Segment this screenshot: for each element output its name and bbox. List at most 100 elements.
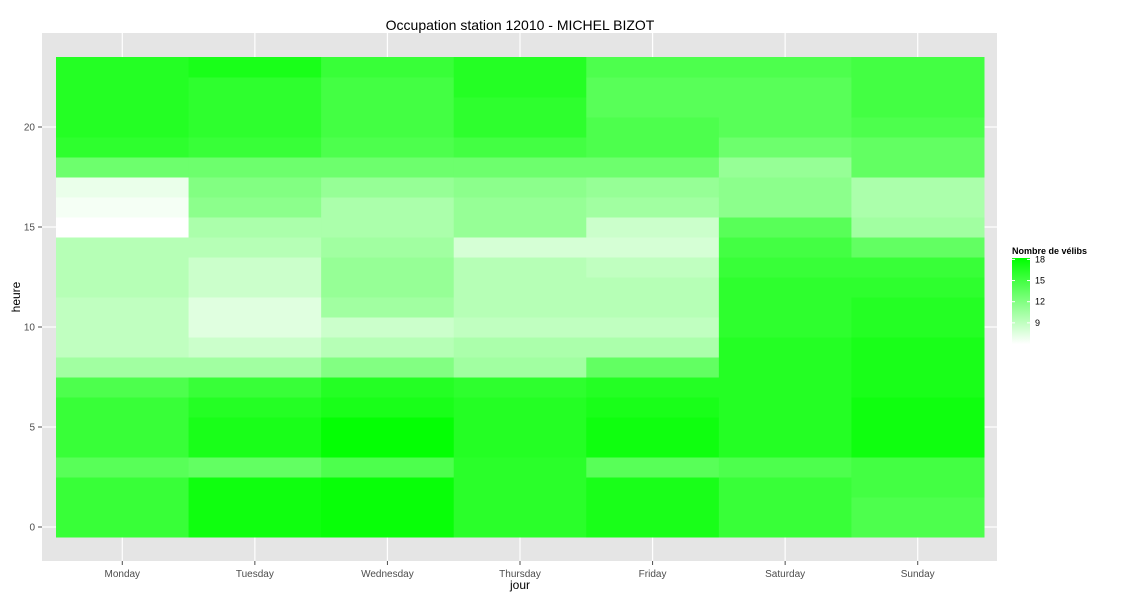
heatmap-cell — [188, 177, 322, 198]
heatmap-cell — [321, 417, 455, 438]
legend-tick-label: 12 — [1035, 297, 1045, 307]
heatmap-cell — [188, 457, 322, 478]
heatmap-cell — [188, 377, 322, 398]
heatmap-cell — [321, 377, 455, 398]
heatmap-cell — [321, 297, 455, 318]
heatmap-cell — [586, 77, 720, 98]
heatmap-cell — [851, 417, 985, 438]
heatmap-cell — [851, 517, 985, 538]
heatmap-cell — [851, 197, 985, 218]
heatmap-cell — [718, 457, 852, 478]
heatmap-cell — [586, 457, 720, 478]
heatmap-cell — [851, 457, 985, 478]
heatmap-cell — [56, 357, 190, 378]
heatmap-cell — [321, 337, 455, 358]
heatmap-cell — [586, 357, 720, 378]
heatmap-cell — [56, 157, 190, 178]
heatmap-cell — [851, 177, 985, 198]
legend-ticks: 9 12 15 18 — [1012, 254, 1045, 328]
heatmap-cell — [586, 157, 720, 178]
x-tick-label: Monday — [104, 569, 140, 580]
heatmap-cell — [56, 177, 190, 198]
heatmap-cell — [321, 117, 455, 138]
heatmap-cell — [453, 57, 587, 78]
heatmap-cell — [718, 137, 852, 158]
heatmap-cell — [718, 97, 852, 118]
heatmap-cell — [56, 197, 190, 218]
heatmap-cell — [188, 317, 322, 338]
heatmap-cell — [321, 57, 455, 78]
heatmap-cell — [321, 457, 455, 478]
heatmap-cell — [453, 97, 587, 118]
heatmap-cell — [851, 317, 985, 338]
heatmap-cell — [851, 57, 985, 78]
heatmap-cell — [56, 397, 190, 418]
heatmap-cell — [321, 517, 455, 538]
heatmap-cell — [586, 237, 720, 258]
heatmap-cell — [453, 117, 587, 138]
heatmap-cell — [851, 137, 985, 158]
heatmap-cell — [851, 357, 985, 378]
heatmap-cell — [188, 117, 322, 138]
heatmap-cell — [718, 57, 852, 78]
heatmap-cell — [321, 437, 455, 458]
heatmap-cell — [718, 357, 852, 378]
heatmap-cell — [188, 217, 322, 238]
heatmap-cell — [188, 357, 322, 378]
heatmap-cell — [851, 77, 985, 98]
heatmap-cell — [188, 497, 322, 518]
heatmap-cell — [851, 297, 985, 318]
heatmap-cell — [718, 157, 852, 178]
heatmap-cell — [453, 77, 587, 98]
heatmap-cell — [851, 217, 985, 238]
heatmap-cell — [188, 477, 322, 498]
heatmap-cell — [56, 77, 190, 98]
heatmap-cell — [56, 477, 190, 498]
heatmap-cell — [718, 117, 852, 138]
heatmap-cell — [453, 217, 587, 238]
heatmap-cell — [851, 397, 985, 418]
heatmap-cell — [718, 477, 852, 498]
heatmap-cell — [56, 377, 190, 398]
heatmap-cell — [586, 297, 720, 318]
heatmap-cell — [586, 117, 720, 138]
heatmap-cell — [188, 277, 322, 298]
heatmap-cell — [586, 217, 720, 238]
y-tick-label: 10 — [24, 323, 36, 334]
heatmap-cell — [851, 97, 985, 118]
heatmap-cell — [586, 417, 720, 438]
legend: Nombre de vélibs 9 12 15 18 — [1012, 246, 1087, 344]
heatmap-cell — [718, 237, 852, 258]
heatmap-cell — [718, 277, 852, 298]
heatmap-cell — [188, 237, 322, 258]
heatmap-cell — [718, 77, 852, 98]
heatmap-cell — [453, 137, 587, 158]
heatmap-cell — [453, 417, 587, 438]
x-tick-label: Friday — [639, 569, 667, 580]
heatmap-cell — [718, 317, 852, 338]
heatmap-cell — [56, 457, 190, 478]
heatmap-cell — [321, 397, 455, 418]
x-tick-label: Sunday — [901, 569, 935, 580]
heatmap-cell — [56, 217, 190, 238]
y-axis: 0 5 10 15 20 — [24, 123, 42, 534]
heatmap-cell — [586, 337, 720, 358]
heatmap-cell — [851, 337, 985, 358]
heatmap-cell — [321, 97, 455, 118]
heatmap-cell — [586, 317, 720, 338]
heatmap-cell — [321, 477, 455, 498]
heatmap-cell — [188, 77, 322, 98]
heatmap-cell — [851, 157, 985, 178]
legend-tick-label: 15 — [1035, 276, 1045, 286]
heatmap-cell — [188, 57, 322, 78]
heatmap-cell — [453, 397, 587, 418]
heatmap-cell — [188, 417, 322, 438]
heatmap-cell — [56, 117, 190, 138]
x-tick-label: Saturday — [765, 569, 805, 580]
y-tick-label: 20 — [24, 123, 36, 134]
heatmap-cell — [851, 117, 985, 138]
heatmap-cell — [188, 337, 322, 358]
heatmap-cell — [321, 497, 455, 518]
heatmap-cell — [586, 437, 720, 458]
